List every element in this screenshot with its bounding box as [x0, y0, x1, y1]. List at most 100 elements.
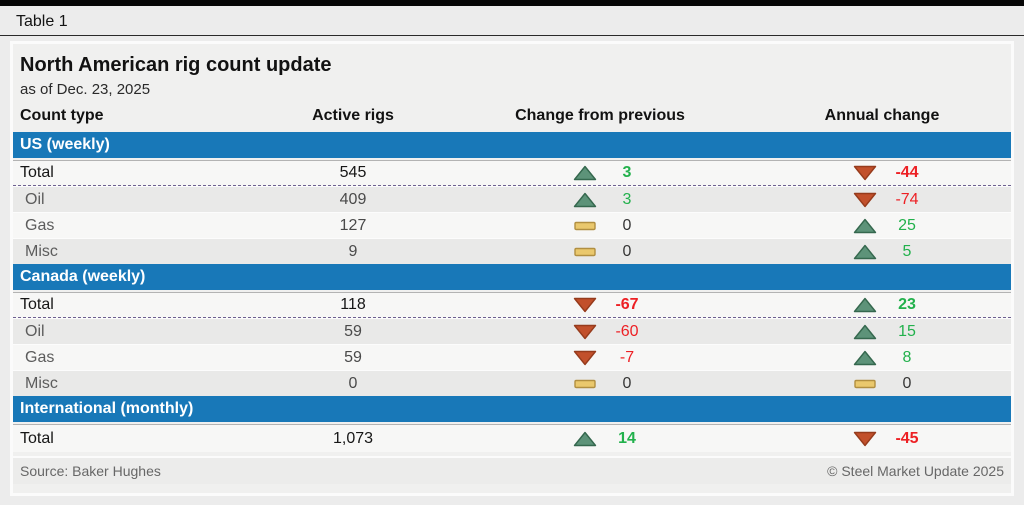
trend-icon	[573, 192, 597, 208]
section-us-weekly: US (weekly) Total 545 3 -44 Oil 409 3 -7…	[13, 132, 1011, 264]
active-rigs-value: 127	[339, 216, 367, 234]
change-value: 3	[622, 190, 632, 208]
section-header-canada: Canada (weekly)	[13, 264, 1011, 290]
change-value: -60	[615, 322, 639, 340]
trend-icon	[853, 165, 877, 181]
down-triangle-icon	[853, 431, 877, 446]
table-row: Gas 127 0 25	[13, 212, 1011, 238]
annual-value: -74	[895, 190, 919, 208]
change-value: 14	[618, 429, 636, 447]
change-from-previous-cell: 3	[423, 191, 663, 209]
row-label: Oil	[25, 322, 45, 340]
trend-icon	[573, 324, 597, 340]
up-triangle-icon	[853, 350, 877, 365]
active-rigs-value: 1,073	[332, 429, 374, 447]
change-from-previous-cell: -60	[423, 323, 663, 341]
trend-icon	[573, 297, 597, 313]
annual-value: 5	[902, 242, 912, 260]
change-value: 0	[622, 374, 632, 392]
up-triangle-icon	[573, 431, 597, 446]
top-black-bar	[0, 0, 1024, 6]
active-rigs-value: 409	[339, 190, 367, 208]
row-label: Misc	[25, 242, 58, 260]
section-canada-weekly: Canada (weekly) Total 118 -67 23 Oil 59 …	[13, 264, 1011, 396]
source-note: Source: Baker Hughes	[20, 463, 161, 479]
table-row: Gas 59 -7 8	[13, 344, 1011, 370]
table-tag: Table 1	[16, 13, 68, 30]
down-triangle-icon	[853, 165, 877, 181]
active-rigs-value: 0	[348, 374, 358, 392]
active-rigs-value: 59	[344, 348, 362, 366]
card-header: North American rig count update as of De…	[13, 44, 1011, 98]
page-title: North American rig count update	[20, 54, 332, 76]
trend-icon	[853, 376, 877, 392]
column-header-row: Count type Active rigs Change from previ…	[13, 98, 1011, 132]
change-value: 3	[622, 164, 632, 181]
row-label: Total	[20, 429, 54, 447]
card-footer: Source: Baker Hughes © Steel Market Upda…	[13, 456, 1011, 484]
table-row: Total 545 3 -44	[13, 160, 1011, 186]
trend-icon	[573, 218, 597, 234]
up-triangle-icon	[853, 244, 877, 259]
row-label: Misc	[25, 374, 58, 392]
change-from-previous-cell: -67	[423, 296, 663, 314]
table-row: Total 1,073 14 -45	[13, 424, 1011, 452]
annual-value: -44	[895, 164, 919, 181]
change-from-previous-cell: 14	[423, 430, 663, 448]
annual-change-cell: 5	[663, 243, 1011, 261]
active-rigs-value: 9	[348, 242, 358, 260]
down-triangle-icon	[853, 192, 877, 207]
annual-change-cell: 23	[663, 296, 1011, 314]
annual-value: 8	[902, 348, 912, 366]
up-triangle-icon	[853, 218, 877, 233]
annual-change-cell: 8	[663, 349, 1011, 367]
table-row: Total 118 -67 23	[13, 292, 1011, 318]
annual-change-cell: -74	[663, 191, 1011, 209]
flat-bar-icon	[574, 221, 596, 230]
up-triangle-icon	[853, 324, 877, 339]
row-label: Total	[20, 296, 54, 313]
table-row: Oil 59 -60 15	[13, 318, 1011, 344]
trend-icon	[573, 244, 597, 260]
trend-icon	[853, 297, 877, 313]
change-value: -67	[615, 296, 639, 313]
trend-icon	[853, 192, 877, 208]
flat-bar-icon	[854, 379, 876, 388]
up-triangle-icon	[573, 192, 597, 207]
change-from-previous-cell: 3	[423, 164, 663, 182]
annual-value: 0	[902, 374, 912, 392]
trend-icon	[573, 350, 597, 366]
down-triangle-icon	[573, 350, 597, 365]
rig-count-table-card: North American rig count update as of De…	[10, 41, 1014, 496]
table-row: Misc 9 0 5	[13, 238, 1011, 264]
change-from-previous-cell: -7	[423, 349, 663, 367]
active-rigs-value: 545	[339, 164, 367, 181]
up-triangle-icon	[573, 165, 597, 181]
change-from-previous-cell: 0	[423, 217, 663, 235]
section-header-international: International (monthly)	[13, 396, 1011, 422]
column-header-annual-change: Annual change	[824, 107, 940, 124]
section-international-monthly: International (monthly) Total 1,073 14 -…	[13, 396, 1011, 452]
annual-value: 25	[898, 216, 916, 234]
annual-change-cell: -45	[663, 430, 1011, 448]
column-header-active-rigs: Active rigs	[312, 107, 394, 124]
row-label: Total	[20, 164, 54, 181]
down-triangle-icon	[573, 324, 597, 339]
trend-icon	[573, 165, 597, 181]
divider	[0, 35, 1024, 36]
annual-change-cell: 25	[663, 217, 1011, 235]
active-rigs-value: 59	[344, 322, 362, 340]
row-label: Gas	[25, 216, 55, 234]
annual-value: 15	[898, 322, 916, 340]
row-label: Gas	[25, 348, 55, 366]
trend-icon	[573, 376, 597, 392]
change-from-previous-cell: 0	[423, 375, 663, 393]
trend-icon	[853, 244, 877, 260]
flat-bar-icon	[574, 379, 596, 388]
change-value: -7	[619, 348, 635, 366]
column-header-count-type: Count type	[20, 107, 104, 124]
copyright-note: © Steel Market Update 2025	[827, 463, 1004, 479]
change-value: 0	[622, 242, 632, 260]
change-from-previous-cell: 0	[423, 243, 663, 261]
annual-change-cell: 15	[663, 323, 1011, 341]
